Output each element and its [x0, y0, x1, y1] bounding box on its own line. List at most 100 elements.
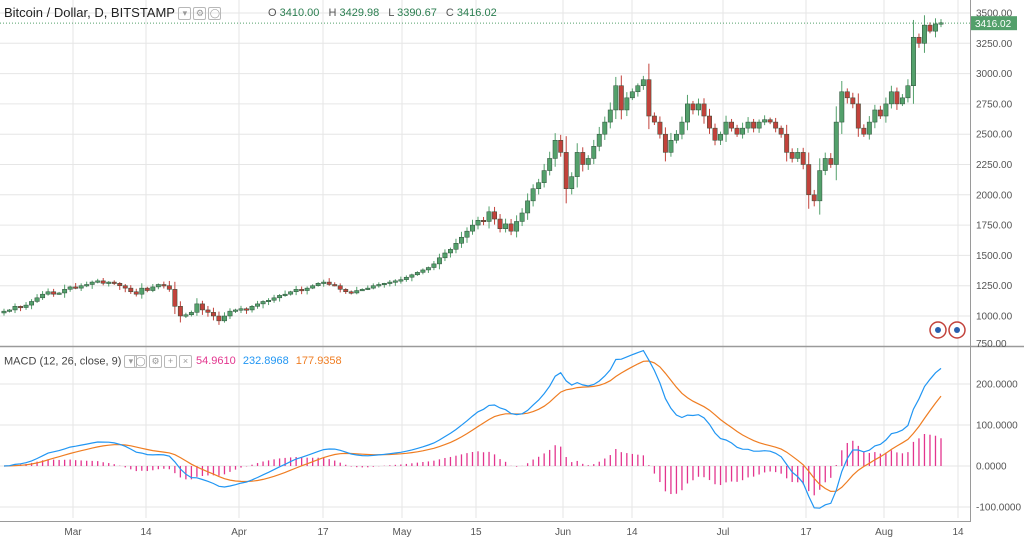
candle-body [365, 287, 371, 290]
candle-body [481, 220, 486, 223]
macd-tick-label: -100.0000 [976, 503, 1021, 514]
price-tick-label: 3500.00 [976, 9, 1013, 20]
macd-settings-icon[interactable]: ⚙ [149, 355, 162, 369]
candle-body [740, 127, 746, 135]
candle-body [657, 121, 663, 135]
price-tick-label: 3000.00 [976, 69, 1013, 80]
candle-body [425, 267, 431, 271]
candle-body [828, 158, 834, 165]
signal-line [3, 360, 942, 493]
candle-body [238, 308, 244, 311]
candle-body [244, 308, 249, 311]
candle-body [89, 281, 95, 285]
macd-hist-value: 54.9610 [196, 355, 236, 367]
candle-body [106, 281, 112, 284]
candle-body [398, 279, 404, 282]
candle-body [282, 293, 288, 296]
candle-body [778, 127, 784, 135]
candle-body [519, 212, 525, 222]
candle-body [40, 293, 46, 299]
candle-body [712, 127, 718, 141]
candle-body [563, 152, 569, 189]
candle-body [938, 22, 944, 25]
x-tick-label: 17 [317, 527, 329, 537]
candle-body [762, 119, 768, 123]
price-tick-label: 1500.00 [976, 251, 1013, 262]
candle-body [271, 297, 277, 301]
candle-body [905, 85, 911, 99]
candle-body [210, 312, 216, 317]
candle-body [536, 182, 542, 189]
candle-body [723, 121, 729, 135]
candle-body [850, 97, 856, 105]
candle-body [668, 140, 674, 153]
candle-body [690, 103, 696, 111]
candle-body [530, 188, 536, 202]
close-value: 3416.02 [456, 7, 497, 19]
candle-body [933, 23, 938, 32]
candle-body [183, 314, 189, 317]
candle-body [155, 284, 161, 288]
settings-icon[interactable]: ⚙ [193, 7, 207, 21]
candle-body [596, 133, 602, 147]
candle-body [866, 121, 872, 135]
candle-body [745, 121, 751, 129]
candle-body [547, 158, 553, 171]
last-price-tag [971, 16, 1017, 31]
candle-body [552, 140, 558, 159]
macd-hide-icon[interactable]: ◯ [134, 355, 147, 369]
candle-body [877, 109, 883, 117]
collapse-icon[interactable]: ▾ [178, 7, 192, 21]
candle-body [370, 285, 376, 289]
macd-title[interactable]: MACD (12, 26, close, 9) ▾ [4, 355, 139, 368]
symbol-title: Bitcoin / Dollar, D, BITSTAMP [4, 5, 175, 20]
candle-body [475, 220, 481, 226]
candle-body [205, 309, 211, 313]
candle-body [18, 306, 23, 309]
candle-body [701, 103, 707, 117]
macd-tick-label: 200.0000 [976, 380, 1018, 391]
hide-icon[interactable]: ◯ [208, 7, 222, 21]
candle-body [1, 310, 7, 314]
candle-body [602, 121, 608, 135]
candle-body [888, 91, 894, 105]
candle-body [922, 24, 927, 44]
macd-collapse-icon[interactable]: ▾ [124, 355, 138, 368]
candle-body [453, 243, 459, 250]
macd-close-icon[interactable]: × [179, 355, 192, 369]
candle-body [861, 127, 867, 135]
candle-body [139, 287, 145, 295]
candle-body [354, 290, 360, 294]
price-tick-label: 1250.00 [976, 281, 1013, 292]
candle-body [635, 85, 641, 93]
candle-body [144, 287, 150, 291]
candle-body [78, 285, 84, 289]
candle-body [685, 103, 690, 123]
candle-body [227, 310, 233, 317]
x-tick-label: 15 [470, 527, 482, 537]
event-flag-dot [935, 327, 941, 333]
candle-body [872, 109, 878, 123]
candle-body [464, 230, 470, 238]
candle-body [67, 286, 73, 290]
price-tick-label: 1000.00 [976, 312, 1013, 323]
low-value: 3390.67 [397, 7, 437, 19]
candle-body [161, 284, 167, 287]
candle-body [486, 211, 492, 222]
candle-body [624, 97, 630, 111]
x-tick-label: Apr [231, 527, 247, 537]
candle-body [585, 158, 591, 165]
candle-body [249, 306, 255, 311]
macd-add-icon[interactable]: + [164, 355, 177, 369]
candle-body [111, 281, 117, 284]
candle-body [855, 103, 861, 129]
candle-body [73, 286, 79, 289]
symbol-header[interactable]: Bitcoin / Dollar, D, BITSTAMP ▾ ⚙ ◯ [4, 5, 223, 21]
candle-body [894, 91, 900, 105]
price-tick-label: 2750.00 [976, 99, 1013, 110]
candle-body [315, 283, 321, 286]
candle-body [822, 158, 828, 171]
candle-body [310, 285, 316, 289]
candle-body [29, 301, 35, 306]
